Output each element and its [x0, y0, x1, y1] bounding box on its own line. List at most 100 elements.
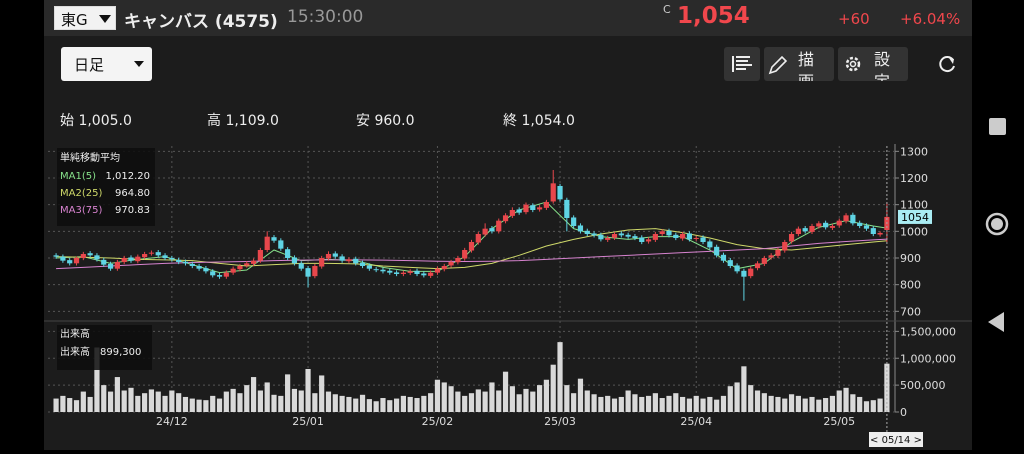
draw-label: 描画 — [798, 50, 815, 81]
recent-button[interactable] — [989, 118, 1006, 135]
change-pct: +6.04% — [900, 10, 961, 28]
volume-bar — [400, 395, 406, 412]
back-button[interactable] — [988, 312, 1004, 332]
candle-body — [809, 226, 815, 232]
volume-bar — [142, 393, 148, 412]
price-tag-label: 1054 — [901, 211, 929, 224]
candle-body — [645, 239, 652, 242]
volume-bar — [577, 378, 584, 412]
volume-bar — [625, 390, 631, 412]
candle-body — [312, 266, 318, 277]
candle-body — [802, 228, 808, 232]
legend-name: MA3(75) — [60, 205, 102, 216]
home-button[interactable] — [985, 212, 1009, 236]
volume-bar — [325, 391, 332, 412]
volume-bar — [162, 395, 168, 412]
high-label: 高 — [207, 113, 221, 129]
volume-bar — [727, 386, 733, 412]
volume-bar — [182, 396, 189, 412]
volume-bar — [94, 347, 100, 412]
y-tick-label: 1,500,000 — [900, 325, 956, 338]
exchange: 東G — [61, 11, 88, 29]
volume-bar — [816, 399, 822, 412]
candle-body — [271, 237, 277, 241]
volume-bar — [788, 394, 795, 412]
candle-body — [230, 268, 236, 273]
volume-bar — [223, 391, 229, 412]
volume-bar — [393, 398, 400, 412]
candle-body — [870, 228, 876, 234]
volume-bar — [571, 393, 577, 412]
volume-name: 出来高 — [60, 345, 90, 358]
volume-bar — [60, 395, 66, 412]
candle-body — [843, 215, 849, 222]
candle-body — [101, 259, 107, 265]
candle-body — [754, 263, 761, 269]
volume-bar — [380, 398, 386, 412]
candle-body — [680, 234, 686, 239]
candle-body — [489, 228, 495, 232]
legend-value: 964.80 — [115, 188, 150, 199]
volume-bar — [714, 399, 720, 412]
indicator-button[interactable] — [724, 47, 760, 81]
volume-bar — [632, 394, 638, 412]
volume-bar — [353, 398, 359, 412]
nav-icons — [985, 118, 1009, 332]
period-select[interactable]: 日足 — [61, 47, 152, 81]
low-summary: 安 960.0 — [356, 110, 415, 130]
legend-name: MA1(5) — [60, 171, 96, 182]
y-tick-label: 700 — [900, 305, 921, 318]
volume-bar — [496, 390, 502, 412]
volume-bar — [339, 395, 345, 412]
time: 15:30:00 — [287, 7, 364, 27]
volume-bar — [775, 396, 781, 412]
candle-body — [836, 220, 842, 226]
volume-bar — [584, 390, 590, 412]
candle-body — [359, 262, 366, 266]
volume-bar — [421, 395, 427, 412]
candle-body — [591, 233, 597, 236]
volume-bar — [148, 389, 155, 412]
volume-bar — [114, 377, 120, 412]
candle-body — [727, 260, 733, 266]
volume-bar — [748, 385, 754, 412]
volume-bar — [482, 391, 488, 412]
candle-body — [210, 271, 216, 276]
volume-bar — [169, 390, 175, 412]
legend-box — [57, 325, 152, 370]
exchange-select[interactable]: 東G — [54, 6, 116, 30]
volume-bar — [645, 395, 652, 412]
refresh-button[interactable] — [935, 52, 959, 76]
settings-button[interactable]: 設定 — [838, 47, 908, 81]
candle-body — [625, 234, 631, 237]
volume-bar — [373, 401, 379, 412]
cursor-box — [869, 432, 923, 447]
stock-name: キャンバス (4575) — [124, 12, 278, 32]
candle-body — [686, 233, 693, 240]
candle-body — [523, 204, 529, 213]
volume-bar — [305, 369, 311, 412]
candle-body — [577, 225, 584, 232]
y-tick-label: 1300 — [900, 145, 928, 158]
volume-bar — [870, 400, 876, 412]
volume-bar — [271, 394, 277, 412]
candle-body — [639, 237, 645, 242]
close-value: 1,054.0 — [521, 113, 575, 129]
candle-body — [216, 275, 223, 277]
candle-body — [829, 226, 836, 228]
volume-bar — [441, 382, 447, 412]
volume-bar — [686, 398, 693, 412]
volume-bar — [550, 364, 556, 412]
candle-body — [203, 268, 209, 272]
volume-bar — [502, 371, 509, 412]
volume-bar — [73, 400, 80, 412]
candle-body — [257, 250, 263, 261]
draw-button[interactable]: 描画 — [764, 47, 834, 81]
candle-body — [80, 254, 86, 258]
x-tick-label: 25/03 — [544, 415, 576, 428]
y-tick-label: 0 — [900, 406, 907, 419]
candle-body — [421, 273, 427, 276]
candle-body — [618, 233, 624, 236]
legend-title: 単純移動平均 — [60, 151, 120, 164]
volume-bar — [843, 387, 849, 412]
